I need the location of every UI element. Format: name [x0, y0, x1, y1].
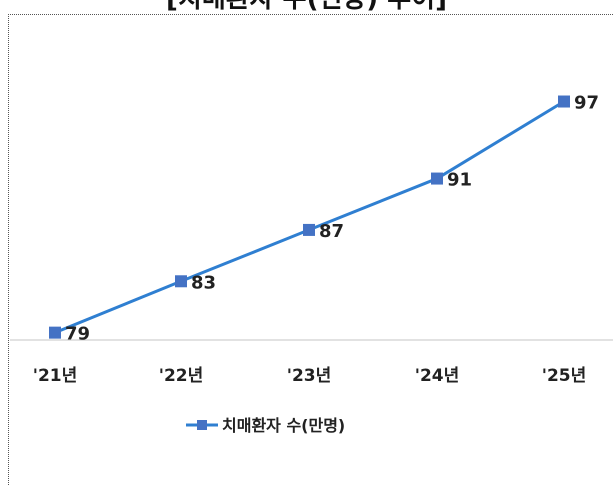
x-tick-label: '24년: [415, 366, 460, 386]
data-label: 91: [447, 170, 472, 191]
legend-label: 치매환자 수(만명): [222, 416, 345, 435]
series-markers: [49, 95, 570, 339]
data-label: 87: [319, 221, 344, 242]
series-line: [54, 100, 565, 335]
chart-frame: [8, 14, 613, 485]
data-point-marker: [303, 223, 315, 236]
x-tick-label: '25년: [542, 366, 587, 386]
line-chart: '21년 '22년 '23년 '24년 '25년 79 83 87 91 97 치매환자 수(만…: [10, 93, 613, 435]
data-point-marker: [431, 172, 443, 185]
data-labels: 79 83 87 91 97: [65, 93, 599, 345]
x-tick-label: '22년: [159, 366, 204, 386]
x-tick-label: '23년: [287, 366, 332, 386]
data-label: 97: [574, 93, 599, 114]
data-point-marker: [558, 95, 570, 108]
data-point-marker: [175, 275, 187, 288]
chart-title: [치매환자 수(전망) 추이]: [0, 0, 613, 15]
legend: 치매환자 수(만명): [186, 416, 345, 435]
data-label: 79: [65, 324, 90, 345]
x-tick-labels: '21년 '22년 '23년 '24년 '25년: [33, 366, 587, 386]
x-tick-label: '21년: [33, 366, 78, 386]
data-point-marker: [49, 326, 61, 339]
data-label: 83: [191, 272, 216, 293]
legend-marker: [197, 420, 207, 430]
